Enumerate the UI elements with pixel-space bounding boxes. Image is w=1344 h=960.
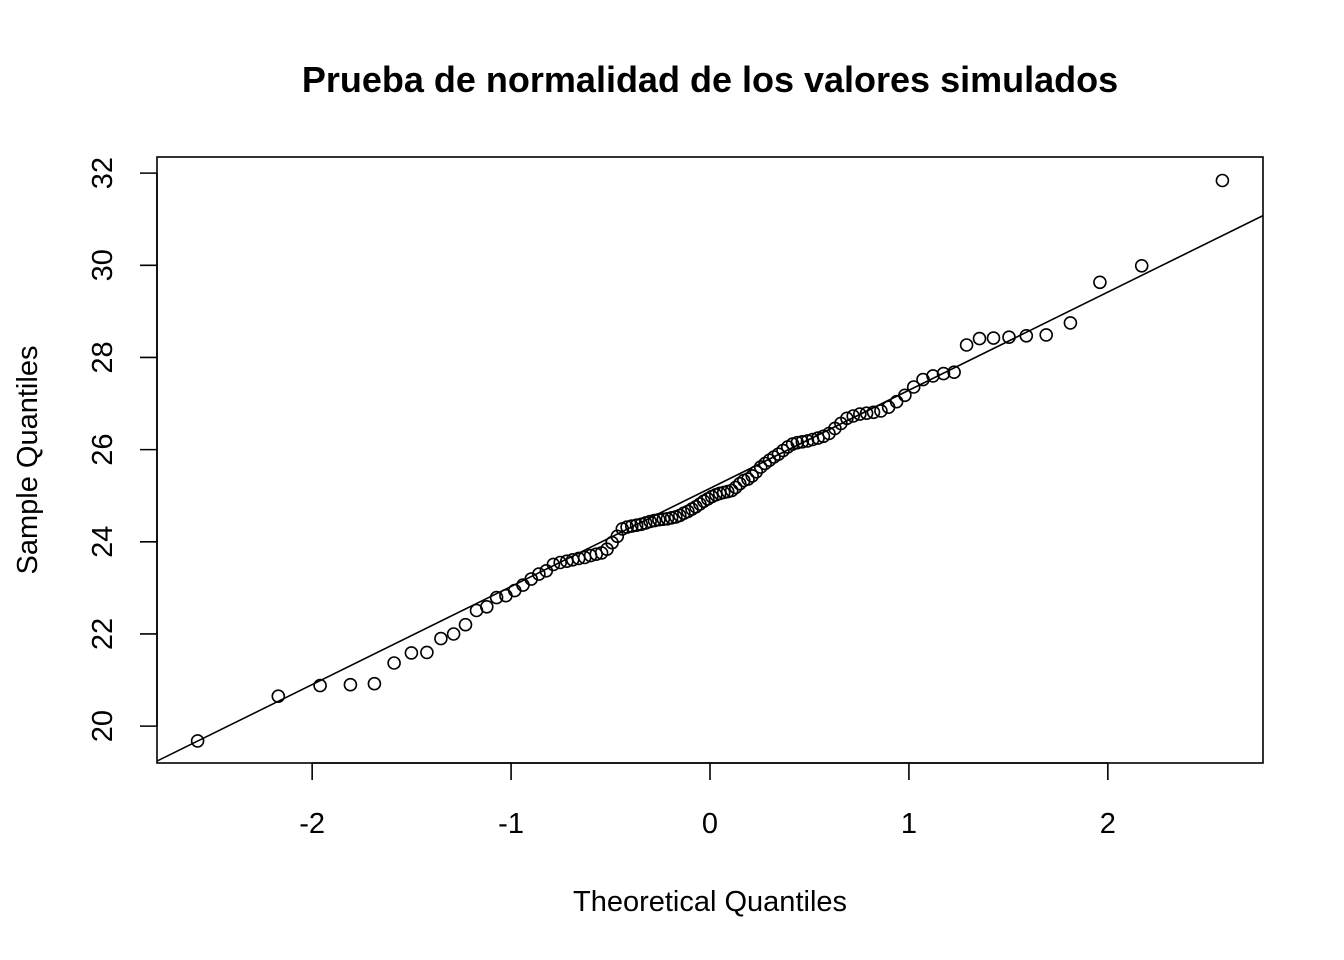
data-point	[553, 555, 568, 570]
data-point	[840, 411, 854, 426]
data-point	[846, 409, 861, 423]
data-point	[745, 469, 760, 483]
data-point	[1039, 328, 1053, 342]
chart-title: Prueba de normalidad de los valores simu…	[302, 59, 1118, 100]
data-point	[629, 518, 644, 533]
data-point	[749, 464, 764, 479]
x-tick-label: -1	[498, 808, 524, 840]
data-point	[906, 380, 921, 394]
data-point	[313, 678, 327, 693]
data-point	[986, 331, 1001, 345]
data-point	[489, 590, 504, 605]
data-point	[446, 627, 461, 641]
data-point	[589, 547, 604, 562]
data-point	[898, 388, 912, 403]
reference-line	[157, 214, 1263, 762]
data-point	[1215, 173, 1230, 188]
data-point	[652, 512, 666, 527]
data-point	[532, 567, 546, 581]
data-point	[790, 435, 805, 450]
data-point	[458, 617, 473, 632]
y-tick-label: 24	[87, 526, 119, 558]
y-tick-label: 22	[87, 618, 119, 650]
data-point	[795, 434, 810, 449]
data-point	[852, 407, 867, 421]
data-point	[507, 583, 522, 598]
data-point	[404, 646, 419, 660]
data-point	[732, 476, 747, 491]
y-tick-label: 28	[87, 341, 119, 373]
data-point	[656, 512, 671, 527]
data-point	[724, 483, 739, 498]
y-tick-label: 32	[87, 157, 119, 189]
data-point	[728, 480, 743, 495]
plot-frame	[156, 156, 1264, 764]
x-tick-label: 1	[901, 808, 917, 840]
plot-area	[156, 156, 1264, 764]
y-tick-label: 20	[87, 710, 119, 742]
data-point	[936, 366, 951, 381]
y-tick-label: 26	[87, 433, 119, 465]
y-axis-label: Sample Quantiles	[12, 346, 44, 575]
data-point	[1063, 316, 1078, 330]
data-point	[758, 456, 772, 471]
data-point	[972, 331, 987, 346]
data-point	[1093, 275, 1107, 290]
data-point	[771, 447, 786, 462]
data-point	[926, 369, 940, 383]
y-axis: 20 22 24 26 28 30 32	[87, 157, 158, 742]
x-axis-label: Theoretical Quantiles	[573, 886, 847, 918]
data-point	[420, 645, 434, 660]
data-point	[620, 520, 634, 534]
x-tick-label: 0	[702, 808, 718, 840]
data-point	[546, 557, 561, 572]
data-point	[1002, 330, 1016, 345]
data-point	[367, 676, 382, 691]
x-tick-label: -2	[299, 808, 325, 840]
data-point	[1019, 328, 1034, 343]
data-point	[479, 599, 494, 614]
data-point	[741, 472, 755, 486]
data-point	[866, 405, 881, 420]
data-point	[343, 677, 358, 692]
data-point	[190, 734, 205, 748]
data-point	[859, 406, 874, 421]
data-point	[959, 338, 974, 352]
x-axis: -2 -1 0 1 2	[299, 762, 1116, 840]
data-point	[434, 631, 448, 646]
data-point	[624, 519, 639, 533]
points-series	[190, 173, 1230, 748]
data-point	[1134, 258, 1149, 273]
data-point	[387, 656, 401, 670]
data-point	[889, 394, 904, 409]
y-tick-label: 30	[87, 249, 119, 281]
data-point	[753, 460, 768, 474]
x-tick-label: 2	[1100, 808, 1116, 840]
data-point	[610, 529, 625, 544]
data-point	[947, 365, 961, 380]
data-point	[874, 404, 888, 418]
data-point	[271, 689, 286, 704]
